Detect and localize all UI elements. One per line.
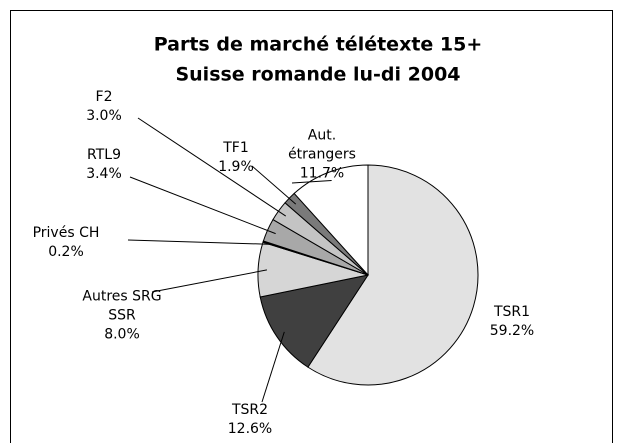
slice-value: 59.2%: [489, 323, 535, 339]
leader-line: [251, 165, 297, 205]
slice-name: Privés CH: [32, 225, 100, 241]
slice-value: 0.2%: [48, 244, 84, 260]
slice-label: TSR1 59.2%: [477, 303, 547, 341]
slice-label: F2 3.0%: [74, 88, 134, 126]
slice-name: Aut. étrangers: [288, 127, 356, 163]
slice-value: 3.4%: [86, 166, 122, 182]
chart-title: Parts de marché télétexte 15+: [154, 34, 483, 56]
slice-name: RTL9: [87, 147, 121, 163]
slice-name: TSR2: [231, 402, 269, 418]
slice-label: RTL9 3.4%: [69, 146, 139, 184]
slice-value: 11.7%: [299, 165, 345, 182]
slice-value: 8.0%: [104, 326, 140, 343]
chart-frame: [10, 10, 613, 443]
slice-name: TF1: [223, 140, 249, 156]
leader-line: [127, 239, 272, 245]
slice-name: F2: [95, 89, 113, 105]
slice-label: TF1 1.9%: [206, 139, 266, 177]
slice-value: 12.6%: [227, 421, 273, 437]
pie-slice: [293, 164, 369, 277]
slice-name: TSR1: [493, 304, 531, 320]
slice-label: Privés CH 0.2%: [11, 224, 121, 262]
pie-slice: [259, 274, 370, 368]
slice-label: TSR2 12.6%: [215, 401, 285, 439]
chart-title: Suisse romande lu-di 2004: [175, 64, 460, 86]
slice-value: 1.9%: [218, 159, 254, 175]
leader-line: [291, 180, 332, 184]
pie-slice: [307, 164, 479, 386]
slice-label: Aut. étrangers 11.7%: [277, 127, 367, 184]
leader-line: [137, 117, 287, 217]
slice-label: Autres SRG SSR 8.0%: [67, 288, 177, 345]
leader-line: [261, 331, 285, 403]
slice-name: Autres SRG SSR: [82, 288, 162, 324]
leader-line: [129, 176, 276, 235]
slice-value: 3.0%: [86, 108, 122, 124]
leader-line: [151, 269, 268, 293]
